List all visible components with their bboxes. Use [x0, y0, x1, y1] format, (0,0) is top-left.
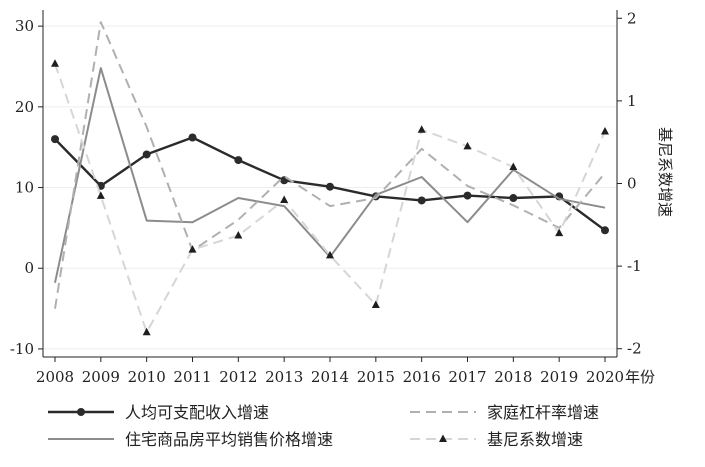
data-point — [326, 250, 334, 259]
legend-label-3: 基尼系数增速 — [487, 430, 583, 449]
x-tick-label: 2015 — [357, 368, 395, 386]
legend-marker — [439, 434, 447, 442]
x-tick-label: 2008 — [36, 368, 74, 386]
data-point — [51, 135, 59, 144]
y-left-tick-label: 0 — [24, 259, 34, 277]
legend-marker — [77, 408, 85, 416]
x-tick-label: 2016 — [403, 368, 441, 386]
data-point — [463, 141, 472, 150]
x-tick-label: 2013 — [265, 368, 303, 386]
legend-label-2: 家庭杠杆率增速 — [487, 403, 599, 422]
y-left-tick-label: 30 — [15, 17, 34, 35]
x-tick-label: 2014 — [311, 368, 349, 386]
y-right-tick-label: 0 — [627, 175, 637, 193]
y-right-tick-label: 2 — [627, 9, 637, 27]
x-axis-label: 年份 — [625, 368, 655, 386]
data-point — [371, 300, 380, 308]
legend-label-1: 住宅商品房平均销售价格增速 — [125, 430, 333, 449]
x-tick-label: 2020 — [586, 368, 624, 386]
data-point — [601, 126, 609, 135]
y-right-tick-label: -2 — [627, 340, 642, 358]
series-line-1 — [54, 67, 606, 284]
data-point — [280, 195, 289, 204]
x-tick-label: 2009 — [82, 368, 120, 386]
data-point — [142, 327, 151, 336]
data-point — [234, 231, 243, 239]
y-left-tick-label: 10 — [15, 179, 34, 197]
data-point — [509, 162, 518, 170]
series-line-2 — [54, 21, 606, 309]
x-tick-label: 2010 — [128, 368, 166, 386]
data-point — [417, 196, 426, 205]
data-point — [509, 194, 518, 203]
data-point — [463, 191, 472, 200]
y-right-axis-label: 基尼系数增速 — [656, 127, 674, 217]
data-point — [96, 191, 105, 199]
data-point — [142, 150, 151, 159]
y-right-tick-label: -1 — [627, 257, 642, 275]
data-point — [555, 228, 564, 237]
x-tick-label: 2018 — [494, 368, 532, 386]
data-point — [417, 125, 426, 133]
x-tick-label: 2012 — [219, 368, 257, 386]
data-point — [51, 59, 59, 67]
y-right-tick-label: 1 — [627, 92, 637, 110]
data-point — [188, 245, 197, 253]
y-left-tick-label: 20 — [15, 98, 34, 116]
x-tick-label: 2019 — [540, 368, 578, 386]
data-point — [188, 133, 197, 142]
x-tick-label: 2017 — [448, 368, 486, 386]
legend-label-0: 人均可支配收入增速 — [125, 403, 269, 422]
y-left-tick-label: -10 — [10, 340, 34, 358]
x-tick-label: 2011 — [173, 368, 211, 386]
data-point — [601, 226, 609, 235]
series-layer — [51, 21, 609, 336]
data-point — [234, 156, 243, 165]
data-point — [326, 182, 334, 191]
